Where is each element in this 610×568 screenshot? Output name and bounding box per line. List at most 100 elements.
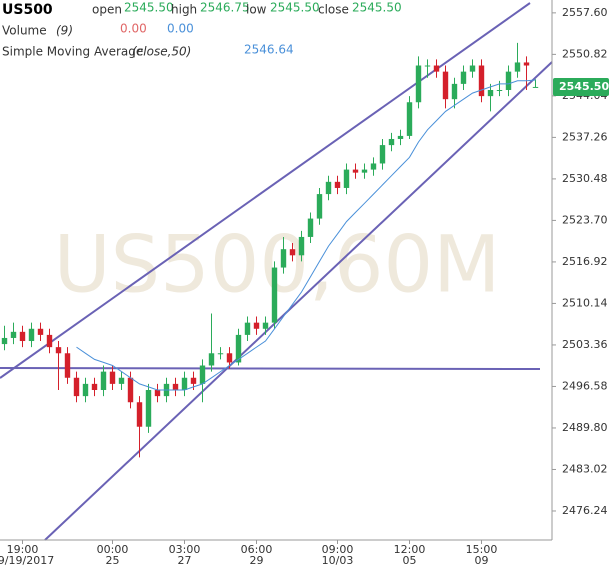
candle-body <box>46 334 53 348</box>
candle-body <box>208 353 215 366</box>
candle-body <box>460 71 467 84</box>
legend-value: 0.00 <box>120 22 147 36</box>
x-tick-sublabel: 05 <box>403 554 417 567</box>
candle-body <box>37 328 44 335</box>
candle-body <box>316 194 323 219</box>
candle-body <box>244 322 251 335</box>
y-tick-label: 2523.70 <box>562 213 608 226</box>
legend-value: 2545.50 <box>124 1 174 15</box>
candle-body <box>442 71 449 100</box>
candle-body <box>307 218 314 237</box>
legend-label: low <box>246 3 267 17</box>
candle-body <box>127 377 134 403</box>
candle-body <box>82 383 89 397</box>
legend-label: open <box>92 3 122 17</box>
y-tick-label: 2550.82 <box>562 47 608 60</box>
legend-value: 2546.75 <box>200 1 250 15</box>
symbol: US500 <box>2 2 53 18</box>
x-tick-sublabel: 09 <box>475 554 489 567</box>
candle-body <box>397 135 404 139</box>
candle-body <box>91 383 98 390</box>
candle-body <box>190 377 197 384</box>
candle-body <box>1 337 8 345</box>
candle-body <box>10 331 17 338</box>
candle-body <box>370 163 377 170</box>
candle-body <box>325 181 332 195</box>
candle-body <box>64 353 71 378</box>
candle-body <box>181 377 188 390</box>
y-tick-label: 2496.58 <box>562 379 608 392</box>
legend-value: 2545.50 <box>270 1 320 15</box>
candle-body <box>19 331 26 342</box>
candle-body <box>343 169 350 188</box>
x-tick-label: 15:00 <box>466 543 498 556</box>
candle-body <box>406 102 413 136</box>
legend-label: Simple Moving Average <box>2 45 143 59</box>
candle-body <box>172 383 179 390</box>
candle-body <box>523 62 530 66</box>
y-tick-label: 2510.14 <box>562 296 608 309</box>
legend-value: 2546.64 <box>244 43 294 57</box>
candle-body <box>388 138 395 146</box>
candle-body <box>289 249 296 256</box>
candle-body <box>235 334 242 363</box>
channel-lower <box>44 61 553 541</box>
x-tick-label: 06:00 <box>241 543 273 556</box>
candle-body <box>478 65 485 97</box>
x-tick-sublabel: 25 <box>106 554 120 567</box>
price-tag <box>553 77 609 96</box>
candle-body <box>118 377 125 384</box>
y-tick-label: 2537.26 <box>562 130 608 143</box>
candle-body <box>298 236 305 256</box>
legend-value: 2545.50 <box>352 1 402 15</box>
y-tick-label: 2489.80 <box>562 421 608 434</box>
x-tick-label: 00:00 <box>97 543 129 556</box>
candle-body <box>280 249 287 268</box>
candle-body <box>73 377 80 397</box>
drawings <box>0 2 553 541</box>
candle-body <box>262 322 269 329</box>
candle-body <box>271 267 278 323</box>
candle-body <box>136 402 143 427</box>
legend-param: (9) <box>56 24 73 38</box>
candle-body <box>100 371 107 390</box>
x-tick-label: 12:00 <box>394 543 426 556</box>
candle-body <box>514 62 521 72</box>
candle-body <box>424 65 431 67</box>
candle-body <box>433 65 440 72</box>
legend-param: (close,50) <box>132 45 191 59</box>
legend-label: high <box>171 3 197 17</box>
horizontal-line <box>0 367 541 370</box>
y-tick-label: 2516.92 <box>562 255 608 268</box>
candle-body <box>532 86 539 88</box>
candle-body <box>334 181 341 188</box>
candle-body <box>145 390 152 427</box>
candle-body <box>199 365 206 384</box>
candle-body <box>154 390 161 397</box>
x-tick-sublabel: 10/03 <box>322 554 354 567</box>
legend-label: Volume <box>2 24 47 38</box>
y-tick-label: 2503.36 <box>562 338 608 351</box>
candle-body <box>361 169 368 173</box>
candle-body <box>469 65 476 72</box>
candle-body <box>217 353 224 355</box>
candle-body <box>415 65 422 103</box>
channel-upper <box>0 2 531 379</box>
candle-body <box>352 169 359 173</box>
legend-value: 0.00 <box>167 22 194 36</box>
price-tag-label: 2545.50 <box>559 80 609 93</box>
y-tick-label: 2557.60 <box>562 6 608 19</box>
candle-body <box>253 322 260 329</box>
sma-line <box>76 79 536 391</box>
x-tick-label: 19:00 <box>7 543 39 556</box>
candle-body <box>451 83 458 100</box>
candle-body <box>226 353 233 363</box>
y-tick-label: 2483.02 <box>562 462 608 475</box>
legend-label: close <box>318 3 349 17</box>
candle-body <box>505 71 512 90</box>
candle-body <box>496 90 503 91</box>
candle-body <box>28 328 35 342</box>
candle-body <box>487 90 494 97</box>
x-tick-label: 03:00 <box>169 543 201 556</box>
